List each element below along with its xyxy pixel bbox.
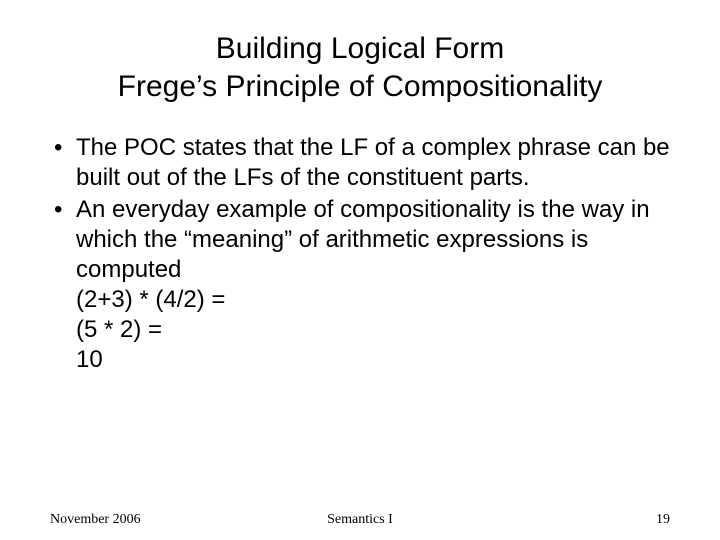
slide: Building Logical Form Frege’s Principle … bbox=[0, 0, 720, 540]
title-line-1: Building Logical Form bbox=[216, 32, 504, 65]
title-line-2: Frege’s Principle of Compositionality bbox=[118, 70, 603, 103]
bullet-subline: (2+3) * (4/2) = bbox=[76, 285, 670, 315]
bullet-subline: (5 * 2) = bbox=[76, 315, 670, 345]
footer-course: Semantics I bbox=[50, 512, 670, 528]
slide-title: Building Logical Form Frege’s Principle … bbox=[50, 30, 670, 105]
bullet-item: The POC states that the LF of a complex … bbox=[50, 133, 670, 193]
bullet-subline: 10 bbox=[76, 345, 670, 375]
bullet-list: The POC states that the LF of a complex … bbox=[50, 133, 670, 375]
bullet-item: An everyday example of compositionality … bbox=[50, 195, 670, 375]
bullet-text: The POC states that the LF of a complex … bbox=[76, 134, 670, 191]
footer-page-number: 19 bbox=[656, 512, 670, 528]
bullet-text: An everyday example of compositionality … bbox=[76, 196, 650, 283]
